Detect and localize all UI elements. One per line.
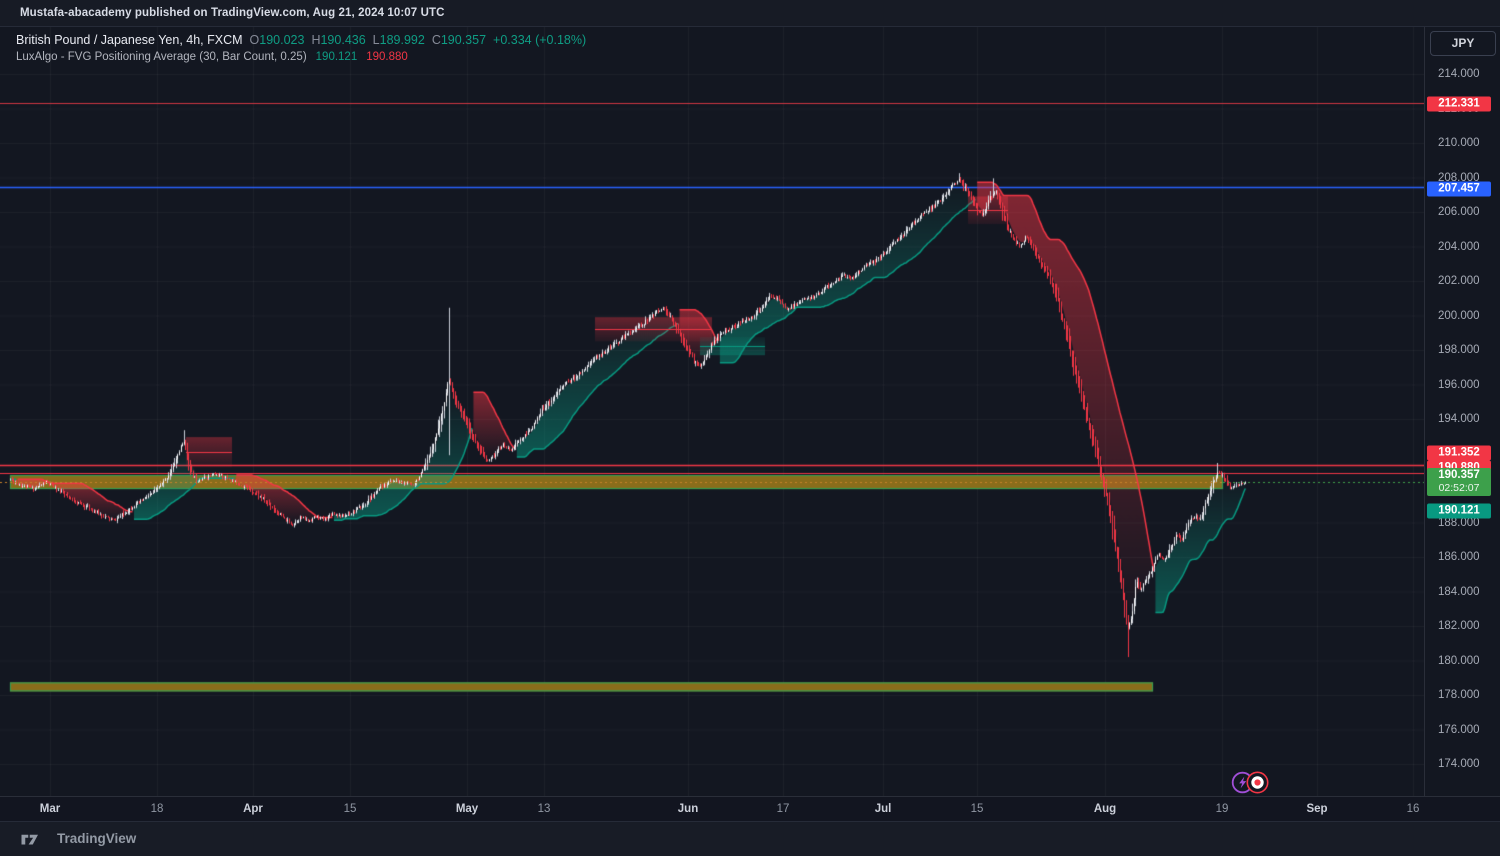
price-tick: 180.000 [1438, 654, 1480, 667]
time-tick-15: 15 [343, 803, 357, 815]
tradingview-logo-mark [20, 834, 38, 845]
publish-bar: Mustafa-abacademy published on TradingVi… [0, 0, 1500, 27]
time-tick-16: 16 [1406, 803, 1420, 815]
price-tick: 182.000 [1438, 620, 1480, 632]
time-tick-19: 19 [1215, 803, 1229, 815]
time-tick-Mar: Mar [39, 803, 61, 815]
price-tick: 202.000 [1438, 275, 1480, 287]
price-tick: 196.000 [1438, 378, 1480, 391]
price-label-191.352: 191.352 [1427, 445, 1491, 460]
price-tick: 174.000 [1438, 758, 1480, 770]
price-tick: 176.000 [1438, 723, 1480, 736]
price-tick: 214.000 [1438, 68, 1480, 80]
price-tick: 194.000 [1438, 413, 1480, 425]
currency-button[interactable]: JPY [1430, 31, 1496, 56]
price-tick: 178.000 [1438, 689, 1480, 701]
time-tick-Jul: Jul [874, 803, 892, 815]
time-tick-15: 15 [970, 803, 984, 815]
time-tick-18: 18 [150, 803, 164, 815]
price-label-207.457: 207.457 [1427, 181, 1491, 197]
price-tick: 208.000 [1438, 171, 1480, 184]
time-scale[interactable]: Mar 18 Apr 15 May 13 Jun 17 Jul 15 Aug 19 Sep 16 [0, 796, 1500, 822]
price-label-190.121: 190.121 [1427, 503, 1491, 518]
floating-icons [1231, 771, 1271, 795]
time-tick-May: May [455, 803, 479, 815]
price-scale[interactable]: JPY 214.000212.000210.000208.000206.0002… [1424, 27, 1500, 796]
price-tick: 206.000 [1438, 206, 1480, 218]
time-tick-17: 17 [776, 803, 790, 815]
price-tick: 200.000 [1438, 309, 1480, 322]
time-tick-Aug: Aug [1093, 803, 1117, 815]
price-label-212.331: 212.331 [1427, 96, 1491, 112]
record-icon[interactable] [1246, 771, 1269, 794]
price-tick: 184.000 [1438, 585, 1480, 598]
time-tick-Apr: Apr [243, 803, 263, 815]
chart-canvas[interactable] [0, 27, 1424, 796]
time-tick-13: 13 [537, 803, 551, 815]
chart-stage: British Pound / Japanese Yen, 4h, FXCM O… [0, 27, 1500, 796]
price-tick: 188.000 [1438, 516, 1480, 529]
published-text: Mustafa-abacademy published on TradingVi… [20, 7, 445, 19]
tradingview-logo[interactable]: TradingView [20, 830, 136, 847]
tradingview-logo-text: TradingView [57, 831, 137, 846]
price-tick: 210.000 [1438, 137, 1480, 149]
footer: TradingView [0, 822, 1500, 856]
price-tick: 198.000 [1438, 344, 1480, 356]
time-tick-Jun: Jun [677, 803, 699, 815]
price-label-190.357: 190.357 02:52:07 [1427, 468, 1491, 496]
time-tick-Sep: Sep [1306, 803, 1328, 815]
price-tick: 204.000 [1438, 240, 1480, 253]
price-tick: 186.000 [1438, 551, 1480, 563]
